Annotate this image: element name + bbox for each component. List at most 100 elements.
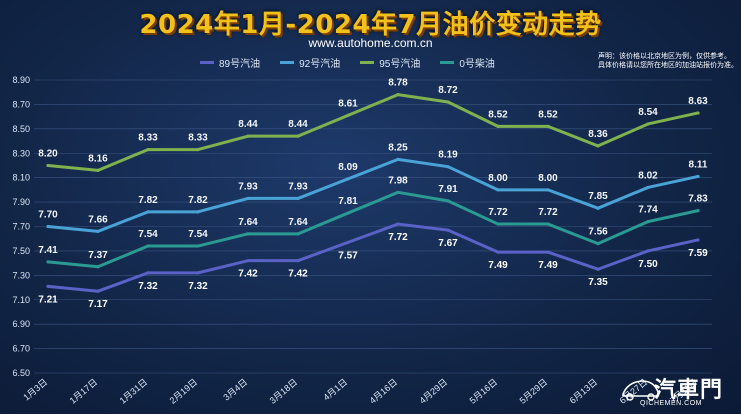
data-label: 8.78 bbox=[388, 78, 408, 89]
series-line bbox=[47, 222, 699, 293]
data-point bbox=[196, 244, 200, 248]
data-point bbox=[46, 224, 50, 229]
data-label: 7.32 bbox=[188, 281, 208, 292]
data-point bbox=[596, 144, 600, 148]
data-point bbox=[596, 206, 600, 210]
data-label: 7.42 bbox=[238, 269, 258, 280]
data-point bbox=[96, 229, 100, 233]
x-tick-label: 3月4日 bbox=[221, 377, 249, 403]
data-point bbox=[346, 177, 350, 181]
data-point bbox=[246, 259, 250, 263]
data-label: 8.63 bbox=[688, 96, 708, 107]
legend-item: 92号汽油 bbox=[280, 55, 340, 70]
data-label: 7.83 bbox=[688, 194, 708, 205]
data-point bbox=[396, 190, 400, 194]
y-tick-label: 8.70 bbox=[12, 99, 30, 109]
x-tick-label: 4月1日 bbox=[321, 377, 349, 403]
data-label: 8.33 bbox=[188, 133, 208, 144]
data-point bbox=[446, 165, 450, 169]
data-point bbox=[96, 265, 100, 269]
data-point bbox=[646, 220, 650, 224]
series-line bbox=[47, 157, 699, 233]
data-label: 8.44 bbox=[288, 119, 308, 130]
y-tick-label: 8.90 bbox=[12, 75, 30, 85]
data-point bbox=[396, 93, 400, 97]
data-label: 8.61 bbox=[338, 98, 358, 109]
legend-item: 0号柴油 bbox=[440, 55, 495, 70]
data-label: 7.72 bbox=[488, 207, 508, 218]
y-tick-label: 6.50 bbox=[12, 368, 30, 378]
y-tick-label: 6.70 bbox=[12, 344, 30, 354]
data-point bbox=[96, 289, 100, 293]
data-point bbox=[346, 211, 350, 215]
data-label: 8.09 bbox=[338, 162, 358, 173]
legend-label: 92号汽油 bbox=[299, 58, 341, 70]
data-label: 7.98 bbox=[388, 175, 408, 186]
y-tick-label: 7.70 bbox=[12, 222, 30, 232]
data-point bbox=[496, 188, 500, 192]
x-tick-label: 1月17日 bbox=[68, 377, 100, 406]
data-label: 8.00 bbox=[488, 173, 508, 184]
legend-item: 89号汽油 bbox=[200, 55, 260, 70]
data-point bbox=[146, 244, 150, 248]
x-tick-label: 5月29日 bbox=[518, 377, 550, 406]
data-label: 7.82 bbox=[188, 195, 208, 206]
data-label: 8.33 bbox=[138, 133, 158, 144]
data-point bbox=[296, 134, 300, 138]
legend-swatch bbox=[360, 60, 375, 64]
x-tick-label: 4月29日 bbox=[418, 377, 450, 406]
data-point bbox=[596, 241, 600, 246]
data-point bbox=[146, 271, 150, 275]
data-point bbox=[246, 196, 250, 201]
disclaimer-line-1: 声明：该价格以北京地区为例，仅供参考。 bbox=[598, 53, 731, 60]
data-point bbox=[396, 222, 400, 226]
legend-swatch bbox=[200, 60, 214, 64]
disclaimer-line-2: 具体价格请以您所在地区的加油站报价为准。 bbox=[598, 62, 738, 69]
data-label: 8.72 bbox=[438, 85, 458, 96]
qichemen-logo: 汽車門 QICHEMEN.COM bbox=[620, 370, 738, 412]
y-tick-label: 7.30 bbox=[12, 270, 30, 280]
data-point bbox=[496, 222, 500, 226]
watermark-brand: 汽車門 bbox=[654, 378, 724, 403]
y-tick-label: 7.90 bbox=[12, 197, 30, 207]
y-tick-label: 8.10 bbox=[12, 173, 30, 183]
data-label: 7.93 bbox=[288, 181, 308, 192]
data-label: 8.02 bbox=[638, 170, 658, 181]
chart-title: 2024年1月-2024年7月油价变动走势 bbox=[139, 10, 602, 40]
car-outline-icon bbox=[622, 380, 659, 401]
x-tick-label: 1月3日 bbox=[21, 377, 49, 403]
data-point bbox=[346, 113, 350, 118]
legend-label: 0号柴油 bbox=[459, 58, 495, 70]
data-label: 7.17 bbox=[88, 299, 108, 310]
data-point bbox=[196, 271, 200, 275]
legend-swatch bbox=[280, 60, 295, 64]
legend-item: 95号汽油 bbox=[360, 55, 420, 70]
data-point bbox=[496, 250, 500, 254]
data-label: 8.00 bbox=[538, 173, 558, 184]
data-point bbox=[546, 188, 550, 192]
series-line bbox=[47, 93, 699, 172]
data-label: 7.85 bbox=[588, 191, 608, 202]
disclaimer-note: 声明：该价格以北京地区为例，仅供参考。 具体价格请以您所在地区的加油站报价为准。 bbox=[598, 52, 738, 70]
data-label: 8.20 bbox=[38, 148, 58, 159]
data-label: 7.59 bbox=[688, 248, 708, 259]
watermark-domain: QICHEMEN.COM bbox=[640, 400, 702, 407]
data-label: 7.21 bbox=[38, 294, 58, 305]
data-point bbox=[646, 122, 650, 126]
data-point bbox=[46, 260, 50, 264]
series-line bbox=[47, 190, 699, 269]
data-point bbox=[446, 228, 450, 232]
data-point bbox=[146, 147, 150, 152]
data-label: 7.57 bbox=[338, 250, 358, 261]
data-label: 7.81 bbox=[338, 196, 358, 207]
data-point bbox=[46, 163, 50, 168]
x-tick-label: 5月16日 bbox=[468, 377, 500, 406]
data-label: 7.49 bbox=[488, 260, 508, 271]
y-tick-label: 6.90 bbox=[12, 319, 30, 329]
data-label: 7.54 bbox=[188, 229, 208, 240]
data-label: 7.56 bbox=[588, 227, 608, 238]
data-label: 7.70 bbox=[38, 210, 58, 221]
data-point bbox=[546, 124, 550, 128]
data-label: 8.19 bbox=[438, 150, 458, 161]
data-label: 7.50 bbox=[638, 259, 658, 270]
